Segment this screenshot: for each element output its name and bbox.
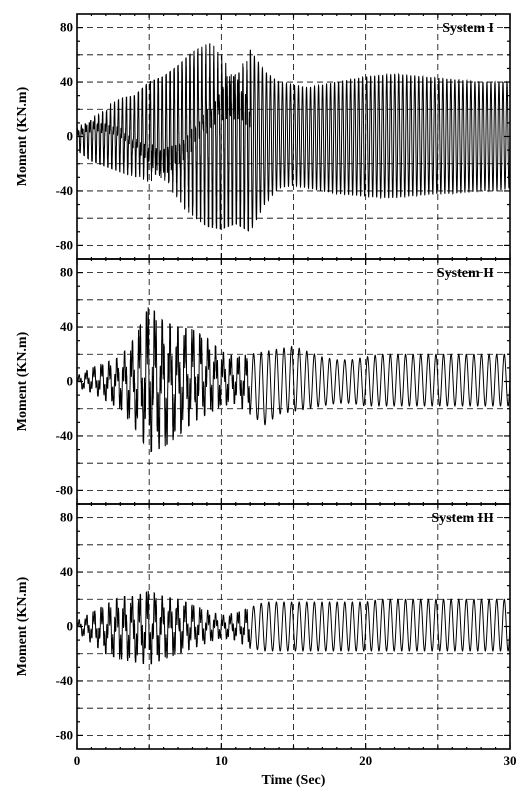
series-line [76,307,511,453]
y-tick-label: 80 [60,510,73,525]
y-axis-title: Moment (KN.m) [15,576,30,676]
plot-frame [76,503,511,750]
y-tick-label: 40 [60,74,73,89]
chart-panels: -80 -40 0 40 80 System I Moment (KN.m) -80 -40 0 4… [15,13,517,768]
y-tick-label: 0 [67,619,74,634]
y-axis-title: Moment (KN.m) [15,86,30,186]
y-tick-label: 40 [60,319,73,334]
y-tick-label: 80 [60,265,73,280]
y-tick-label: 40 [60,564,73,579]
series-line [76,43,511,232]
y-axis-title: Moment (KN.m) [15,331,30,431]
y-tick-label: -40 [56,183,73,198]
x-tick-label: 0 [74,753,81,768]
chart-panel: -80 -40 0 40 80 System III Moment (KN.m) 0 10 20 3… [15,503,517,768]
y-tick-label: -40 [56,428,73,443]
y-tick-label: 0 [67,129,74,144]
y-tick-label: 0 [67,374,74,389]
x-tick-label: 30 [504,753,517,768]
y-tick-label: -80 [56,727,73,742]
panel-title: System II [437,266,494,281]
x-tick-label: 20 [359,753,372,768]
y-tick-label: -80 [56,237,73,252]
panel-title: System III [431,511,494,526]
series-line [76,590,511,665]
y-tick-label: -40 [56,673,73,688]
y-tick-label: -80 [56,482,73,497]
chart-panel: -80 -40 0 40 80 System II Moment (KN.m) [15,258,511,505]
panel-title: System I [442,21,494,36]
y-tick-label: 80 [60,20,73,35]
chart-panel: -80 -40 0 40 80 System I Moment (KN.m) [15,13,511,260]
x-axis-title: Time (Sec) [262,773,326,788]
x-tick-label: 10 [215,753,228,768]
